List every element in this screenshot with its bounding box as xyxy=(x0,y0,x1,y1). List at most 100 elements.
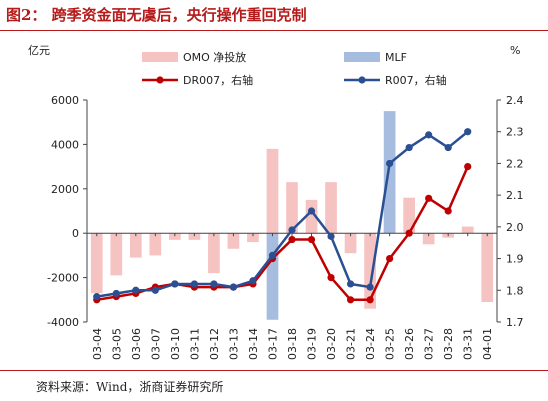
x-tick-label-03-27: 03-27 xyxy=(423,328,436,360)
x-tick-label-03-24: 03-24 xyxy=(364,328,377,360)
omo-bar-03-11 xyxy=(188,233,201,240)
x-tick-label-04-01: 04-01 xyxy=(481,328,494,360)
omo-bar-03-19 xyxy=(305,199,318,234)
left-tick-label: 0 xyxy=(72,227,79,240)
r007-point-03-20 xyxy=(327,232,335,240)
omo-bar-03-10 xyxy=(169,233,181,240)
dr007-point-03-19 xyxy=(307,235,316,244)
omo-bar-03-06 xyxy=(129,233,142,258)
omo-bar-03-20 xyxy=(325,182,337,234)
right-tick-label: 2.3 xyxy=(506,126,524,139)
omo-bar-03-31 xyxy=(461,226,474,234)
r007-point-03-19 xyxy=(307,207,316,215)
omo-bar-03-21 xyxy=(344,233,357,254)
omo-bar-03-14 xyxy=(247,233,259,243)
left-tick-label: -4000 xyxy=(47,316,79,329)
r007-point-03-27 xyxy=(425,131,433,139)
right-tick-label: 1.8 xyxy=(506,284,524,297)
right-tick-label: 2.1 xyxy=(506,189,524,202)
omo-bar-03-12 xyxy=(208,233,220,274)
line-layer xyxy=(93,128,472,304)
x-tick-label-03-25: 03-25 xyxy=(384,328,397,360)
omo-bar-04-01 xyxy=(481,233,494,303)
r007-point-03-07 xyxy=(151,286,159,294)
title-divider xyxy=(0,30,548,31)
dr007-point-03-27 xyxy=(425,194,433,202)
r007-point-03-14 xyxy=(249,277,257,285)
right-tick-label: 1.7 xyxy=(506,316,524,329)
right-tick-label: 2.4 xyxy=(506,94,524,107)
r007-point-03-18 xyxy=(288,226,296,234)
omo-bar-03-24 xyxy=(364,233,376,309)
figure-title: 图2： 跨季资金面无虞后，央行操作重回克制 xyxy=(6,6,307,24)
r007-point-03-26 xyxy=(405,143,413,152)
r007-point-03-31 xyxy=(464,128,472,136)
r007-point-03-25 xyxy=(386,159,394,168)
x-tick-label-03-12: 03-12 xyxy=(208,328,221,360)
r007-point-03-12 xyxy=(210,280,218,288)
legend-omo-label: OMO 净投放 xyxy=(183,50,246,64)
legend-mlf-label: MLF xyxy=(385,51,407,64)
r007-point-03-13 xyxy=(229,283,238,291)
legend-mlf-swatch xyxy=(344,52,380,62)
x-tick-label-03-10: 03-10 xyxy=(169,328,182,360)
legend-dr007-label: DR007，右轴 xyxy=(183,73,253,87)
x-tick-label-03-28: 03-28 xyxy=(442,328,455,360)
dr007-point-03-20 xyxy=(327,274,335,282)
x-tick-label-03-13: 03-13 xyxy=(227,328,240,360)
x-tick-label-03-18: 03-18 xyxy=(286,328,299,360)
x-tick-label-03-21: 03-21 xyxy=(345,328,358,360)
x-tick-label-03-31: 03-31 xyxy=(462,328,475,360)
dr007-point-03-26 xyxy=(405,229,413,237)
bar-layer xyxy=(90,111,494,320)
omo-bar-03-13 xyxy=(227,233,240,249)
legend: OMO 净投放 MLF DR007，右轴 R007，右轴 xyxy=(142,50,447,87)
x-tick-label-03-05: 03-05 xyxy=(110,328,123,360)
legend-omo-swatch xyxy=(142,52,178,62)
x-tick-label-03-11: 03-11 xyxy=(188,328,201,360)
left-tick-label: -2000 xyxy=(47,272,79,285)
figure-source: 资料来源：Wind，浙商证券研究所 xyxy=(36,380,224,394)
omo-bar-03-04 xyxy=(90,233,103,294)
r007-point-03-24 xyxy=(366,283,374,291)
r007-point-03-28 xyxy=(444,143,452,152)
omo-bar-03-17 xyxy=(266,148,279,234)
r007-point-03-17 xyxy=(268,251,277,259)
dr007-point-03-18 xyxy=(288,235,296,244)
x-tick-label-03-14: 03-14 xyxy=(247,328,260,360)
x-tick-label-03-20: 03-20 xyxy=(325,328,338,360)
x-tick-label-03-07: 03-07 xyxy=(149,328,162,360)
omo-bar-03-18 xyxy=(286,182,298,234)
right-tick-label: 1.9 xyxy=(506,253,524,266)
r007-point-03-10 xyxy=(171,280,179,288)
r007-point-03-05 xyxy=(112,289,120,298)
omo-bar-03-26 xyxy=(403,197,415,234)
dr007-point-03-24 xyxy=(366,296,374,304)
dr007-point-03-31 xyxy=(464,163,472,171)
legend-r007-label: R007，右轴 xyxy=(385,73,447,87)
r007-point-03-06 xyxy=(132,286,140,294)
left-tick-label: 2000 xyxy=(51,183,79,196)
x-tick-label-03-06: 03-06 xyxy=(130,328,143,360)
r007-point-03-11 xyxy=(190,280,198,288)
left-axis-unit: 亿元 xyxy=(28,44,50,57)
x-tick-label-03-26: 03-26 xyxy=(403,328,416,360)
x-tick-label-03-19: 03-19 xyxy=(306,328,319,360)
omo-bar-03-05 xyxy=(110,233,123,276)
source-divider xyxy=(0,370,548,371)
dr007-point-03-28 xyxy=(444,207,452,215)
axes-layer: -4000 -2000 0 2000 4000 6000 1.7 1.8 1.9 2.0 2.1 2.… xyxy=(28,44,524,360)
x-tick-label-03-04: 03-04 xyxy=(91,328,104,360)
dr007-point-03-21 xyxy=(346,296,355,304)
right-axis-unit: % xyxy=(510,44,520,57)
legend-r007-marker xyxy=(358,76,366,84)
left-tick-label: 6000 xyxy=(51,94,79,107)
r007-point-03-21 xyxy=(346,280,355,288)
right-tick-label: 2.0 xyxy=(506,221,524,234)
omo-bar-03-27 xyxy=(422,233,435,245)
r007-point-03-04 xyxy=(93,293,101,301)
left-tick-label: 4000 xyxy=(51,138,79,151)
mlf-bar-03-17 xyxy=(266,233,279,320)
omo-bar-03-07 xyxy=(149,233,162,256)
